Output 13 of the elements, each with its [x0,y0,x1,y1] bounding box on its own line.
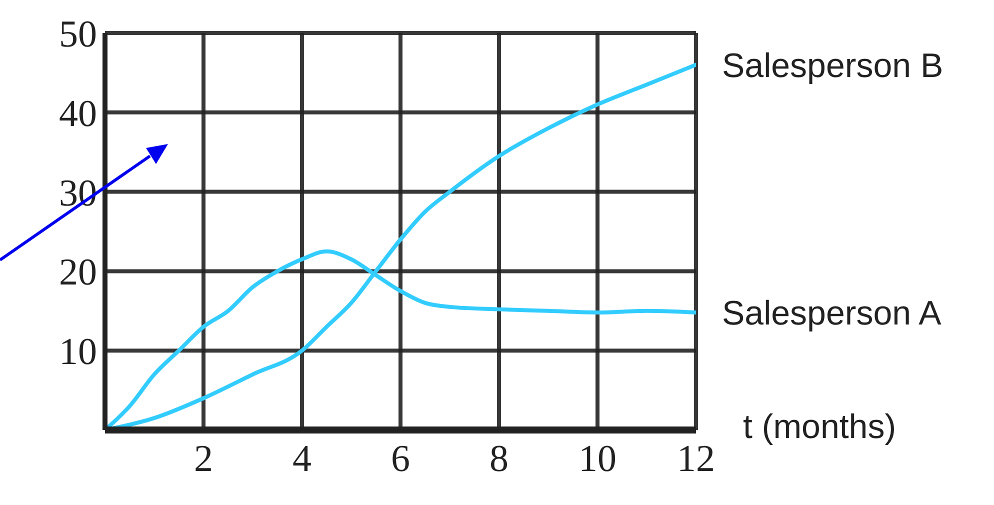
series-label: Salesperson B [722,46,944,85]
x-tick-label: 12 [677,438,715,480]
x-tick-label: 4 [292,438,312,480]
y-tick-label: 20 [59,252,97,294]
series-label: Salesperson A [722,294,942,332]
y-tick-label: 10 [59,331,97,374]
y-tick-label: 50 [59,13,97,56]
x-axis-title: t (months) [743,408,896,447]
x-tick-label: 8 [490,438,508,480]
x-tick-label: 6 [391,438,410,480]
y-tick-label: 40 [59,92,97,135]
x-tick-label: 2 [194,438,213,480]
x-tick-label: 10 [578,438,616,480]
